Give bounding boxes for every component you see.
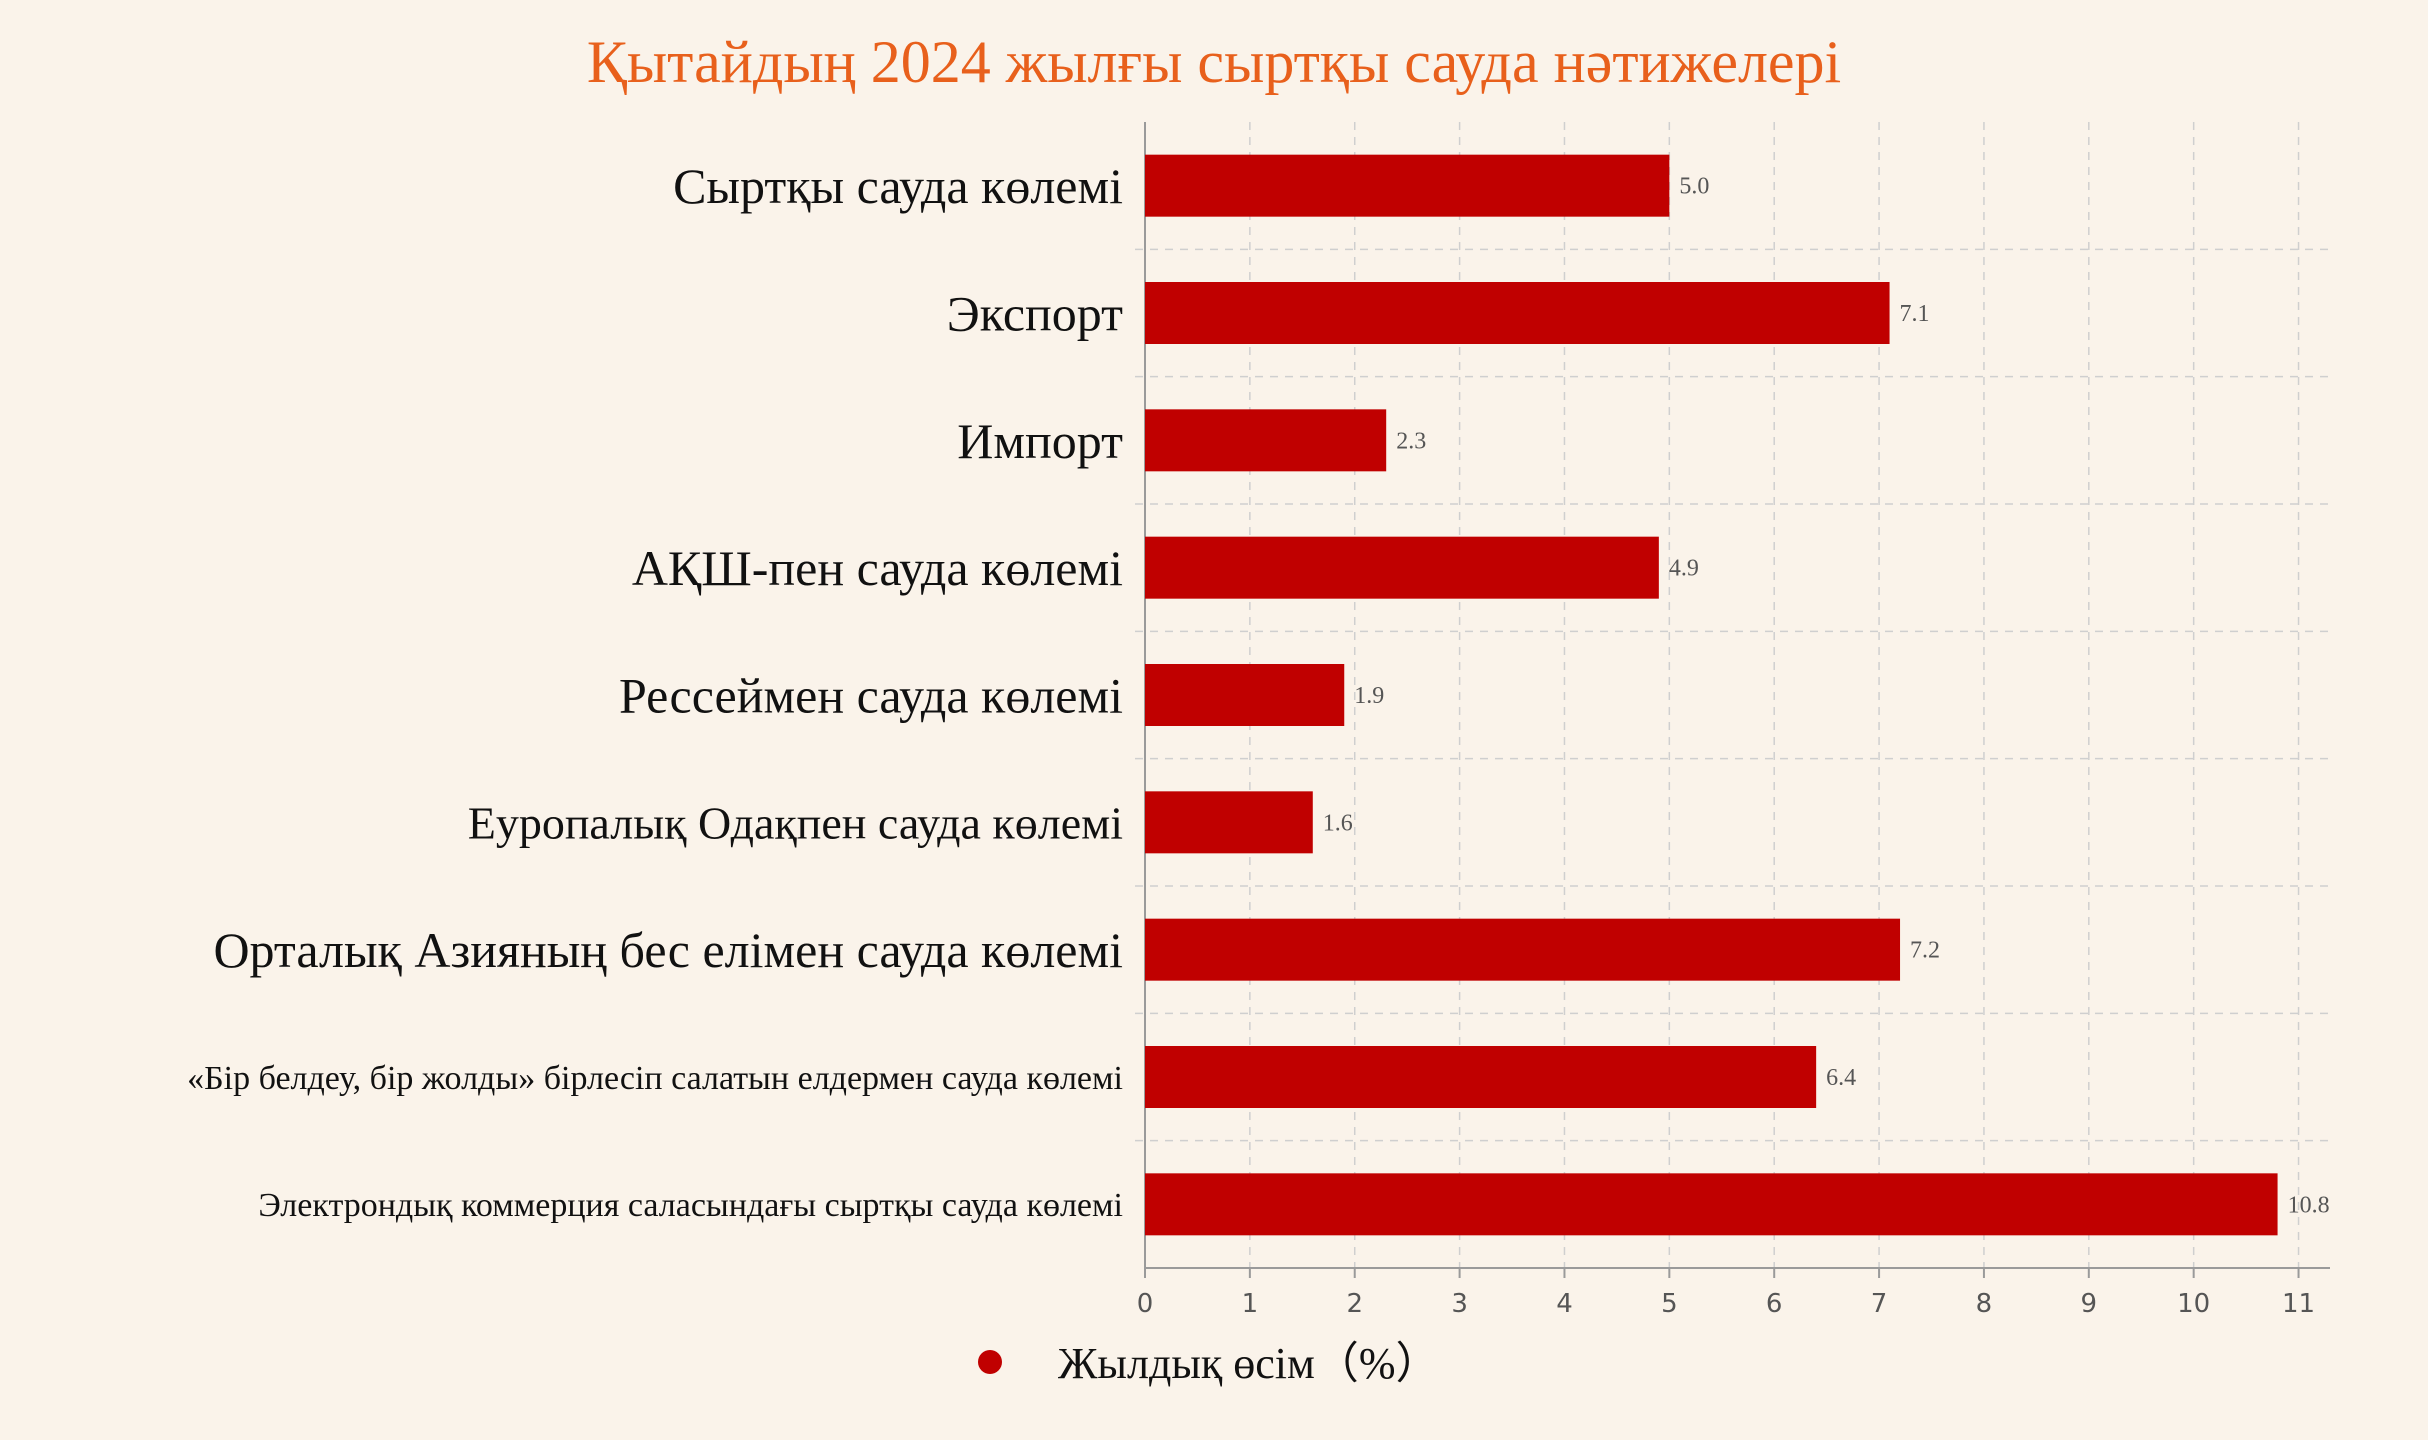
legend-label: Жылдық өсім（%） — [1058, 1339, 1440, 1388]
value-label: 7.1 — [1900, 301, 1930, 327]
bar — [1145, 791, 1313, 854]
category-label: Орталық Азияның бес елімен сауда көлемі — [213, 922, 1123, 978]
x-tick-label: 7 — [1871, 1289, 1888, 1319]
grid — [1135, 122, 2330, 1268]
legend-marker — [978, 1350, 1002, 1374]
value-label: 5.0 — [1679, 174, 1709, 200]
value-label: 4.9 — [1669, 556, 1699, 582]
category-label: Рессеймен сауда көлемі — [619, 668, 1123, 724]
x-tick-label: 8 — [1976, 1289, 1993, 1319]
category-label: АҚШ-пен сауда көлемі — [632, 540, 1123, 596]
x-tick-label: 4 — [1556, 1289, 1573, 1319]
category-label: Экспорт — [947, 286, 1123, 342]
x-tick-label: 6 — [1766, 1289, 1783, 1319]
value-label: 6.4 — [1826, 1065, 1856, 1091]
category-label: Электрондық коммерция саласындағы сыртқы… — [258, 1187, 1123, 1224]
bar — [1145, 664, 1345, 726]
x-tick-label: 10 — [2177, 1289, 2210, 1319]
category-label: Импорт — [957, 413, 1123, 469]
x-tick-label: 0 — [1137, 1289, 1154, 1319]
bar — [1145, 918, 1901, 981]
chart-title: Қытайдың 2024 жылғы сыртқы сауда нәтижел… — [587, 29, 1841, 95]
x-tick-label: 9 — [2081, 1289, 2098, 1319]
x-tick-label: 1 — [1242, 1289, 1259, 1319]
category-label: «Бір белдеу, бір жолды» бірлесіп салатын… — [187, 1060, 1123, 1097]
x-tick-label: 3 — [1451, 1289, 1468, 1319]
value-label: 10.8 — [2288, 1192, 2330, 1218]
axes: 0 1 2 3 4 5 6 7 8 9 10 11 — [1137, 122, 2330, 1319]
value-label: 1.6 — [1323, 810, 1353, 836]
category-label: Еуропалық Одақпен сауда көлемі — [468, 797, 1123, 848]
x-tick-label: 5 — [1661, 1289, 1678, 1319]
bar — [1145, 1173, 2278, 1236]
x-tick-label: 2 — [1346, 1289, 1363, 1319]
legend: Жылдық өсім（%） — [978, 1339, 1440, 1388]
bar — [1145, 1046, 1817, 1108]
value-label: 7.2 — [1910, 938, 1940, 964]
category-labels: Сыртқы сауда көлемі Экспорт Импорт АҚШ-пен … — [187, 158, 1123, 1224]
bar — [1145, 154, 1670, 217]
bars: 5.0 7.1 2.3 4.9 1.9 1.6 7.2 6.4 10.8 — [1145, 154, 2330, 1236]
bar — [1145, 282, 1890, 344]
bar — [1145, 536, 1659, 599]
x-tick-label: 11 — [2282, 1289, 2315, 1319]
value-label: 1.9 — [1354, 683, 1384, 709]
value-label: 2.3 — [1396, 428, 1426, 454]
bar — [1145, 409, 1387, 472]
category-label: Сыртқы сауда көлемі — [673, 158, 1123, 214]
